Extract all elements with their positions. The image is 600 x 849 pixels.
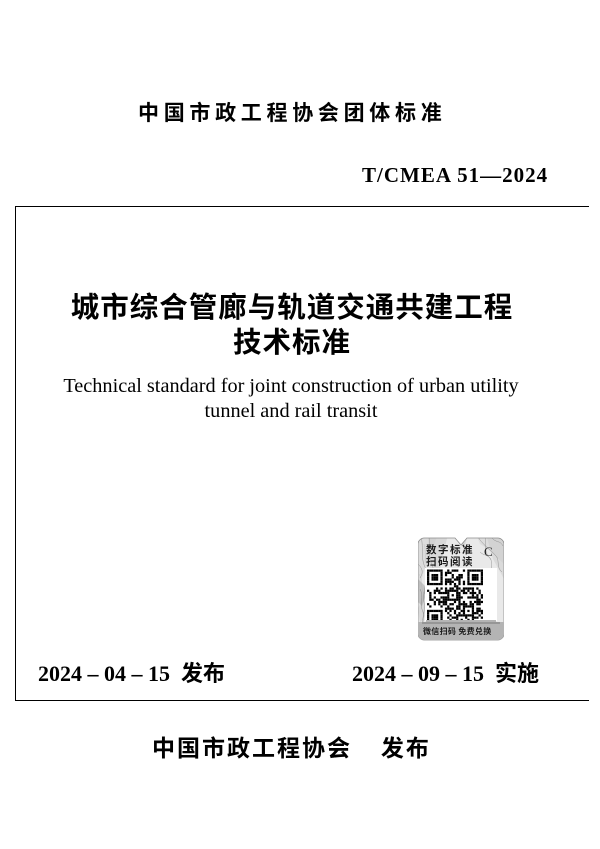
svg-text:扫码阅读: 扫码阅读: [426, 554, 474, 569]
svg-text:C: C: [484, 544, 493, 559]
svg-text:微信扫码 免费兑换: 微信扫码 免费兑换: [423, 626, 492, 637]
